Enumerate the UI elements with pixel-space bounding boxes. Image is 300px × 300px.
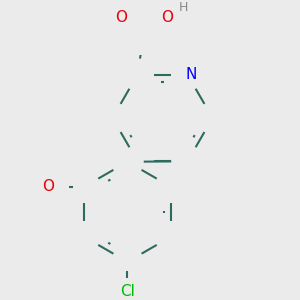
Text: O: O (161, 10, 173, 25)
Text: O: O (42, 179, 54, 194)
Text: Cl: Cl (120, 284, 135, 299)
Text: H: H (179, 1, 188, 13)
Text: N: N (186, 67, 197, 82)
Text: O: O (115, 10, 127, 25)
